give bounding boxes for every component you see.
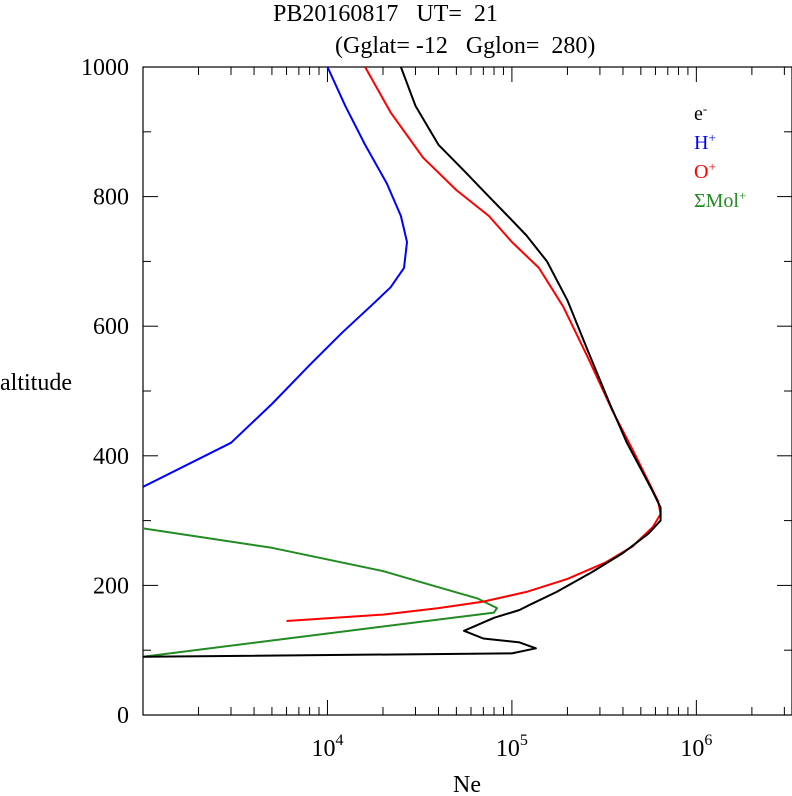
y-tick-label: 800 (93, 185, 129, 211)
legend-label-superscript: + (708, 159, 716, 174)
legend-label: O (694, 161, 709, 183)
y-axis-label: altitude (0, 370, 72, 396)
series-line-3 (143, 527, 498, 658)
legend-item: e- (694, 101, 708, 125)
y-tick-label: 200 (93, 573, 129, 599)
legend-item: ΣMol+ (694, 188, 747, 212)
y-tick-label: 400 (93, 444, 129, 470)
x-tick-label: 106 (680, 732, 712, 762)
x-tick-label: 105 (496, 732, 528, 762)
x-tick-label: 104 (311, 732, 343, 762)
legend-label: H (694, 132, 709, 154)
series-line-1 (143, 67, 408, 488)
series-line-2 (286, 67, 662, 622)
legend-label: ΣMol (694, 190, 739, 212)
legend-item: H+ (694, 130, 716, 154)
legend-label-superscript: - (702, 101, 708, 116)
y-tick-label: 600 (93, 314, 129, 340)
legend-item: O+ (694, 159, 716, 183)
legend-label: e (694, 103, 703, 125)
legend-label-superscript: + (708, 130, 716, 145)
x-axis-label: Ne (453, 772, 481, 796)
chart-title-line1: PB20160817 UT= 21 (273, 1, 498, 27)
series-line-0 (143, 67, 662, 658)
chart-title-line2: (Gglat= -12 Gglon= 280) (335, 33, 596, 59)
legend-label-superscript: + (738, 188, 747, 203)
y-tick-label: 0 (117, 703, 129, 729)
y-tick-label: 1000 (81, 55, 129, 81)
